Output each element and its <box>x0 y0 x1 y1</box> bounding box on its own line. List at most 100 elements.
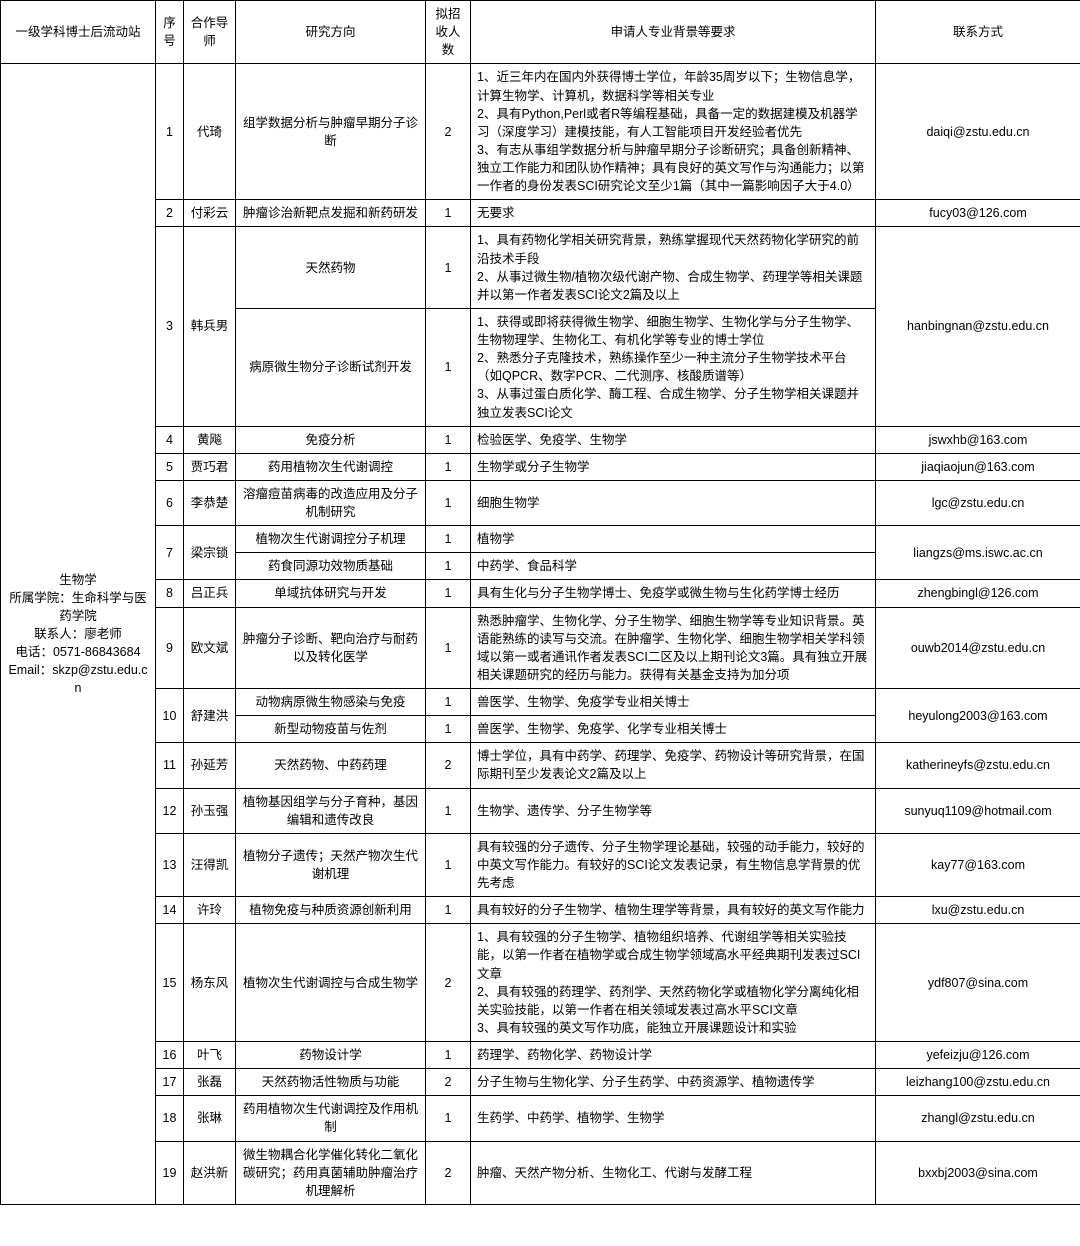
cell-contact: ouwb2014@zstu.edu.cn <box>876 607 1080 689</box>
cell-idx: 4 <box>156 426 184 453</box>
table-row: 7 梁宗锁 植物次生代谢调控分子机理 1 植物学 liangzs@ms.iswc… <box>1 526 1080 553</box>
cell-direction: 植物分子遗传；天然产物次生代谢机理 <box>236 833 426 896</box>
cell-idx: 5 <box>156 453 184 480</box>
cell-quota: 1 <box>426 227 471 309</box>
cell-advisor: 张磊 <box>184 1069 236 1096</box>
cell-advisor: 杨东风 <box>184 924 236 1042</box>
th-requirement: 申请人专业背景等要求 <box>471 1 876 64</box>
cell-direction: 病原微生物分子诊断试剂开发 <box>236 308 426 426</box>
table-row: 16 叶飞 药物设计学 1 药理学、药物化学、药物设计学 yefeizju@12… <box>1 1042 1080 1069</box>
cell-require: 兽医学、生物学、免疫学专业相关博士 <box>471 689 876 716</box>
table-row: 13 汪得凯 植物分子遗传；天然产物次生代谢机理 1 具有较强的分子遗传、分子生… <box>1 833 1080 896</box>
cell-quota: 2 <box>426 1141 471 1204</box>
cell-require: 1、近三年内在国内外获得博士学位，年龄35周岁以下；生物信息学，计算生物学、计算… <box>471 64 876 200</box>
cell-contact: lxu@zstu.edu.cn <box>876 897 1080 924</box>
cell-direction: 肿瘤分子诊断、靶向治疗与耐药以及转化医学 <box>236 607 426 689</box>
station-cell: 生物学所属学院：生命科学与医药学院联系人：廖老师电话：0571-86843684… <box>1 64 156 1205</box>
cell-direction: 植物免疫与种质资源创新利用 <box>236 897 426 924</box>
table-row: 18 张琳 药用植物次生代谢调控及作用机制 1 生药学、中药学、植物学、生物学 … <box>1 1096 1080 1141</box>
cell-require: 植物学 <box>471 526 876 553</box>
cell-idx: 14 <box>156 897 184 924</box>
cell-idx: 9 <box>156 607 184 689</box>
cell-require: 1、具有较强的分子生物学、植物组织培养、代谢组学等相关实验技能，以第一作者在植物… <box>471 924 876 1042</box>
cell-advisor: 黄飚 <box>184 426 236 453</box>
cell-contact: katherineyfs@zstu.edu.cn <box>876 743 1080 788</box>
cell-contact: zhengbingl@126.com <box>876 580 1080 607</box>
cell-contact: sunyuq1109@hotmail.com <box>876 788 1080 833</box>
cell-quota: 2 <box>426 924 471 1042</box>
cell-require: 具有生化与分子生物学博士、免疫学或微生物与生化药学博士经历 <box>471 580 876 607</box>
cell-advisor: 梁宗锁 <box>184 526 236 580</box>
cell-quota: 1 <box>426 788 471 833</box>
cell-advisor: 吕正兵 <box>184 580 236 607</box>
cell-require: 生药学、中药学、植物学、生物学 <box>471 1096 876 1141</box>
cell-direction: 天然药物 <box>236 227 426 309</box>
cell-quota: 1 <box>426 1042 471 1069</box>
cell-require: 检验医学、免疫学、生物学 <box>471 426 876 453</box>
table-row: 6 李恭楚 溶瘤痘苗病毒的改造应用及分子机制研究 1 细胞生物学 lgc@zst… <box>1 480 1080 525</box>
table-row: 14 许玲 植物免疫与种质资源创新利用 1 具有较好的分子生物学、植物生理学等背… <box>1 897 1080 924</box>
table-row: 12 孙玉强 植物基因组学与分子育种，基因编辑和遗传改良 1 生物学、遗传学、分… <box>1 788 1080 833</box>
th-idx: 序号 <box>156 1 184 64</box>
cell-contact: kay77@163.com <box>876 833 1080 896</box>
cell-idx: 13 <box>156 833 184 896</box>
cell-quota: 1 <box>426 453 471 480</box>
cell-require: 生物学、遗传学、分子生物学等 <box>471 788 876 833</box>
cell-contact: bxxbj2003@sina.com <box>876 1141 1080 1204</box>
cell-advisor: 李恭楚 <box>184 480 236 525</box>
cell-require: 中药学、食品科学 <box>471 553 876 580</box>
table-row: 11 孙延芳 天然药物、中药药理 2 博士学位，具有中药学、药理学、免疫学、药物… <box>1 743 1080 788</box>
cell-require: 具有较强的分子遗传、分子生物学理论基础，较强的动手能力，较好的中英文写作能力。有… <box>471 833 876 896</box>
cell-quota: 1 <box>426 308 471 426</box>
cell-idx: 6 <box>156 480 184 525</box>
cell-advisor: 韩兵男 <box>184 227 236 426</box>
cell-quota: 2 <box>426 743 471 788</box>
cell-idx: 15 <box>156 924 184 1042</box>
cell-quota: 1 <box>426 897 471 924</box>
cell-direction: 药食同源功效物质基础 <box>236 553 426 580</box>
th-contact: 联系方式 <box>876 1 1080 64</box>
cell-require: 肿瘤、天然产物分析、生物化工、代谢与发酵工程 <box>471 1141 876 1204</box>
cell-advisor: 代琦 <box>184 64 236 200</box>
cell-require: 兽医学、生物学、免疫学、化学专业相关博士 <box>471 716 876 743</box>
cell-quota: 2 <box>426 64 471 200</box>
cell-quota: 1 <box>426 580 471 607</box>
th-quota: 拟招收人数 <box>426 1 471 64</box>
cell-direction: 植物基因组学与分子育种，基因编辑和遗传改良 <box>236 788 426 833</box>
cell-contact: daiqi@zstu.edu.cn <box>876 64 1080 200</box>
th-advisor: 合作导师 <box>184 1 236 64</box>
cell-quota: 1 <box>426 200 471 227</box>
cell-require: 细胞生物学 <box>471 480 876 525</box>
table-row: 3 韩兵男 天然药物 1 1、具有药物化学相关研究背景，熟练掌握现代天然药物化学… <box>1 227 1080 309</box>
th-direction: 研究方向 <box>236 1 426 64</box>
cell-idx: 2 <box>156 200 184 227</box>
cell-quota: 1 <box>426 689 471 716</box>
cell-require: 分子生物与生物化学、分子生药学、中药资源学、植物遗传学 <box>471 1069 876 1096</box>
cell-contact: ydf807@sina.com <box>876 924 1080 1042</box>
cell-direction: 植物次生代谢调控分子机理 <box>236 526 426 553</box>
cell-advisor: 贾巧君 <box>184 453 236 480</box>
cell-quota: 1 <box>426 526 471 553</box>
postdoc-table: 一级学科博士后流动站 序号 合作导师 研究方向 拟招收人数 申请人专业背景等要求… <box>0 0 1080 1205</box>
cell-direction: 组学数据分析与肿瘤早期分子诊断 <box>236 64 426 200</box>
cell-direction: 药用植物次生代谢调控 <box>236 453 426 480</box>
cell-advisor: 孙延芳 <box>184 743 236 788</box>
cell-idx: 12 <box>156 788 184 833</box>
cell-quota: 1 <box>426 1096 471 1141</box>
cell-direction: 天然药物活性物质与功能 <box>236 1069 426 1096</box>
table-row: 10 舒建洪 动物病原微生物感染与免疫 1 兽医学、生物学、免疫学专业相关博士 … <box>1 689 1080 716</box>
cell-direction: 动物病原微生物感染与免疫 <box>236 689 426 716</box>
table-row: 4 黄飚 免疫分析 1 检验医学、免疫学、生物学 jswxhb@163.com <box>1 426 1080 453</box>
table-row: 生物学所属学院：生命科学与医药学院联系人：廖老师电话：0571-86843684… <box>1 64 1080 200</box>
cell-advisor: 叶飞 <box>184 1042 236 1069</box>
cell-contact: lgc@zstu.edu.cn <box>876 480 1080 525</box>
cell-require: 生物学或分子生物学 <box>471 453 876 480</box>
table-row: 5 贾巧君 药用植物次生代谢调控 1 生物学或分子生物学 jiaqiaojun@… <box>1 453 1080 480</box>
cell-advisor: 赵洪新 <box>184 1141 236 1204</box>
cell-idx: 17 <box>156 1069 184 1096</box>
cell-idx: 16 <box>156 1042 184 1069</box>
cell-require: 熟悉肿瘤学、生物化学、分子生物学、细胞生物学等专业知识背景。英语能熟练的读写与交… <box>471 607 876 689</box>
table-row: 9 欧文斌 肿瘤分子诊断、靶向治疗与耐药以及转化医学 1 熟悉肿瘤学、生物化学、… <box>1 607 1080 689</box>
cell-idx: 7 <box>156 526 184 580</box>
table-row: 8 吕正兵 单域抗体研究与开发 1 具有生化与分子生物学博士、免疫学或微生物与生… <box>1 580 1080 607</box>
